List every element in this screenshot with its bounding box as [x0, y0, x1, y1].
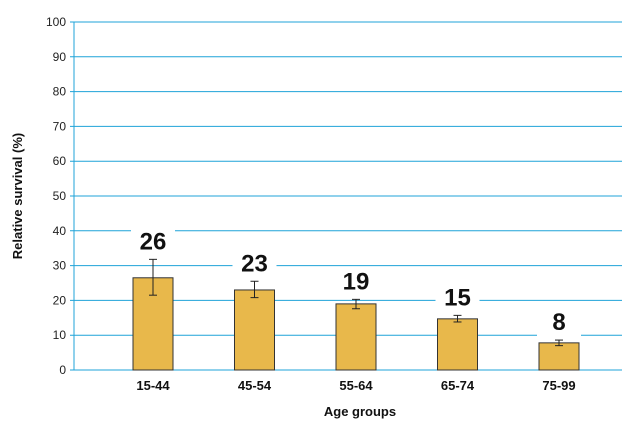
bar — [538, 342, 580, 371]
y-axis-title: Relative survival (%) — [10, 133, 25, 259]
data-label: 23 — [241, 250, 268, 277]
x-axis-title: Age groups — [324, 404, 396, 419]
x-tick-labels: 15-44 45-54 55-64 65-74 75-99 — [136, 378, 575, 393]
y-tick-labels: 0 10 20 30 40 50 60 70 80 90 100 — [46, 15, 66, 377]
y-tick-label: 0 — [59, 363, 66, 377]
data-label-background — [537, 308, 581, 337]
y-tick-label: 70 — [53, 119, 67, 133]
data-label: 15 — [444, 284, 471, 311]
y-tick-label: 100 — [46, 15, 66, 29]
x-tick-label: 55-64 — [339, 378, 373, 393]
bars: 26 23 19 15 8 — [131, 227, 581, 371]
y-tick-label: 20 — [53, 293, 67, 307]
x-tick-label: 15-44 — [136, 378, 170, 393]
bar — [437, 318, 478, 371]
data-label: 26 — [140, 228, 167, 255]
x-tick-label: 65-74 — [441, 378, 475, 393]
y-tick-label: 90 — [53, 50, 67, 64]
data-label-background — [232, 249, 277, 278]
data-label-background — [334, 267, 378, 296]
bar — [335, 303, 377, 371]
x-tick-label: 75-99 — [542, 378, 575, 393]
data-label-background — [131, 227, 175, 256]
y-tick-label: 30 — [53, 259, 67, 273]
y-tick-label: 50 — [53, 189, 67, 203]
y-tick-label: 80 — [53, 85, 67, 99]
bar — [234, 289, 275, 371]
y-tick-label: 10 — [53, 328, 67, 342]
data-label: 19 — [343, 268, 370, 295]
data-label-background — [435, 283, 480, 312]
data-label: 8 — [552, 309, 565, 336]
x-tick-label: 45-54 — [238, 378, 272, 393]
y-tick-label: 40 — [53, 224, 67, 238]
y-tick-label: 60 — [53, 154, 67, 168]
